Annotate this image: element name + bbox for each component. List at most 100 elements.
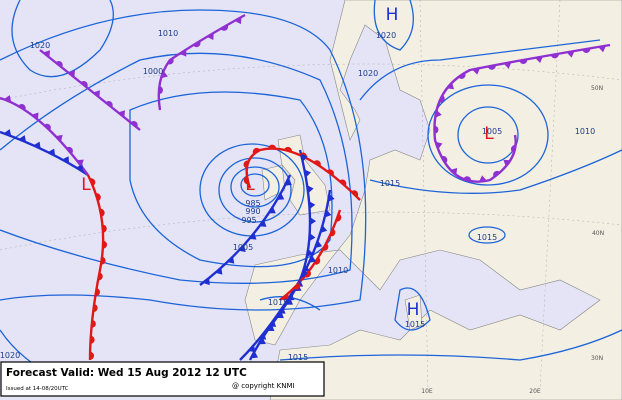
front-symbol xyxy=(160,70,168,79)
front-symbol xyxy=(487,65,496,70)
front-symbol xyxy=(472,68,481,75)
triangle xyxy=(309,201,316,210)
front-symbol xyxy=(434,125,439,134)
triangle xyxy=(284,178,292,186)
triangle xyxy=(76,159,84,167)
front-symbol xyxy=(277,192,285,200)
triangle xyxy=(472,68,481,75)
isobar xyxy=(373,0,414,51)
semicircle xyxy=(252,147,261,155)
front-symbol xyxy=(43,123,51,131)
isobar xyxy=(394,287,431,331)
front-symbol xyxy=(326,169,334,176)
semicircle xyxy=(18,104,26,111)
front-symbol xyxy=(285,298,293,305)
isobar-label: 985 xyxy=(245,199,260,208)
isobar xyxy=(0,9,367,311)
front-symbol xyxy=(18,104,26,111)
triangle xyxy=(3,129,12,137)
triangle xyxy=(179,49,187,57)
triangle xyxy=(202,277,210,286)
front-symbol xyxy=(76,159,84,167)
front-symbol xyxy=(43,50,50,58)
graticule-label: 50N xyxy=(591,85,603,92)
front-symbol xyxy=(252,147,261,155)
triangle xyxy=(268,320,277,327)
front-symbol xyxy=(268,144,277,149)
triangle xyxy=(3,95,12,103)
triangle xyxy=(320,225,328,233)
triangle xyxy=(62,156,70,164)
triangle xyxy=(55,134,63,142)
front-symbol xyxy=(105,100,113,108)
semicircle xyxy=(55,61,63,68)
cold-front xyxy=(199,174,292,286)
front-symbol xyxy=(328,193,335,202)
isobar xyxy=(279,329,622,361)
front-symbol xyxy=(47,148,56,156)
front-symbol xyxy=(313,160,321,167)
front-symbol xyxy=(215,267,223,275)
front-symbol xyxy=(95,288,100,297)
triangle xyxy=(250,351,259,359)
front-symbol xyxy=(306,249,314,257)
front-symbol xyxy=(478,175,487,182)
isobar-label: 995 xyxy=(241,216,256,225)
triangle xyxy=(278,306,286,314)
triangle xyxy=(276,311,284,319)
front-symbol xyxy=(193,41,201,48)
front-symbol xyxy=(3,129,12,137)
isobar-label: 1015 xyxy=(268,298,288,307)
graticule-line xyxy=(419,0,429,391)
front-symbol xyxy=(234,16,242,25)
front-symbol xyxy=(220,24,229,31)
front-symbol xyxy=(519,59,528,64)
occluded-front xyxy=(39,49,141,131)
semicircle xyxy=(463,176,472,182)
front-symbol xyxy=(258,337,266,345)
semicircle xyxy=(493,170,501,178)
semicircle xyxy=(434,125,439,134)
sardinia xyxy=(404,294,423,331)
front-symbol xyxy=(503,159,511,167)
footer-box xyxy=(0,361,325,397)
front-symbol xyxy=(206,32,214,41)
isobar-label: 1010 xyxy=(158,29,178,38)
isobar-label: 1000 xyxy=(143,67,163,76)
front-symbol xyxy=(95,193,101,202)
triangle xyxy=(234,16,242,25)
triangle xyxy=(300,153,308,162)
land xyxy=(244,0,622,400)
front-symbol xyxy=(250,351,259,359)
semicircle xyxy=(329,228,336,237)
semicircle xyxy=(511,145,516,153)
isobar xyxy=(359,39,601,101)
isobar-label: 1005 xyxy=(482,127,502,136)
semicircle xyxy=(293,282,301,290)
semicircle xyxy=(101,256,106,265)
isobar-label: 1010 xyxy=(575,127,595,136)
front-symbol xyxy=(102,240,108,249)
warm-front xyxy=(245,147,361,201)
triangle xyxy=(227,256,235,264)
front-symbol xyxy=(259,332,267,340)
pressure-center: L xyxy=(245,175,255,195)
semicircle xyxy=(243,176,249,185)
triangle xyxy=(259,332,267,340)
front-symbol xyxy=(322,243,329,251)
semicircle xyxy=(43,123,51,131)
isobar-label: 1020 xyxy=(376,31,396,40)
triangle xyxy=(238,244,246,252)
front-symbol xyxy=(320,225,328,233)
front-symbol xyxy=(450,168,458,176)
front-symbol xyxy=(118,110,125,118)
triangle xyxy=(315,240,323,248)
semicircle xyxy=(304,270,311,278)
semicircle xyxy=(99,208,105,217)
isobar xyxy=(240,173,270,197)
great-britain xyxy=(277,134,331,216)
front-symbol xyxy=(268,320,277,327)
triangle xyxy=(248,345,256,353)
